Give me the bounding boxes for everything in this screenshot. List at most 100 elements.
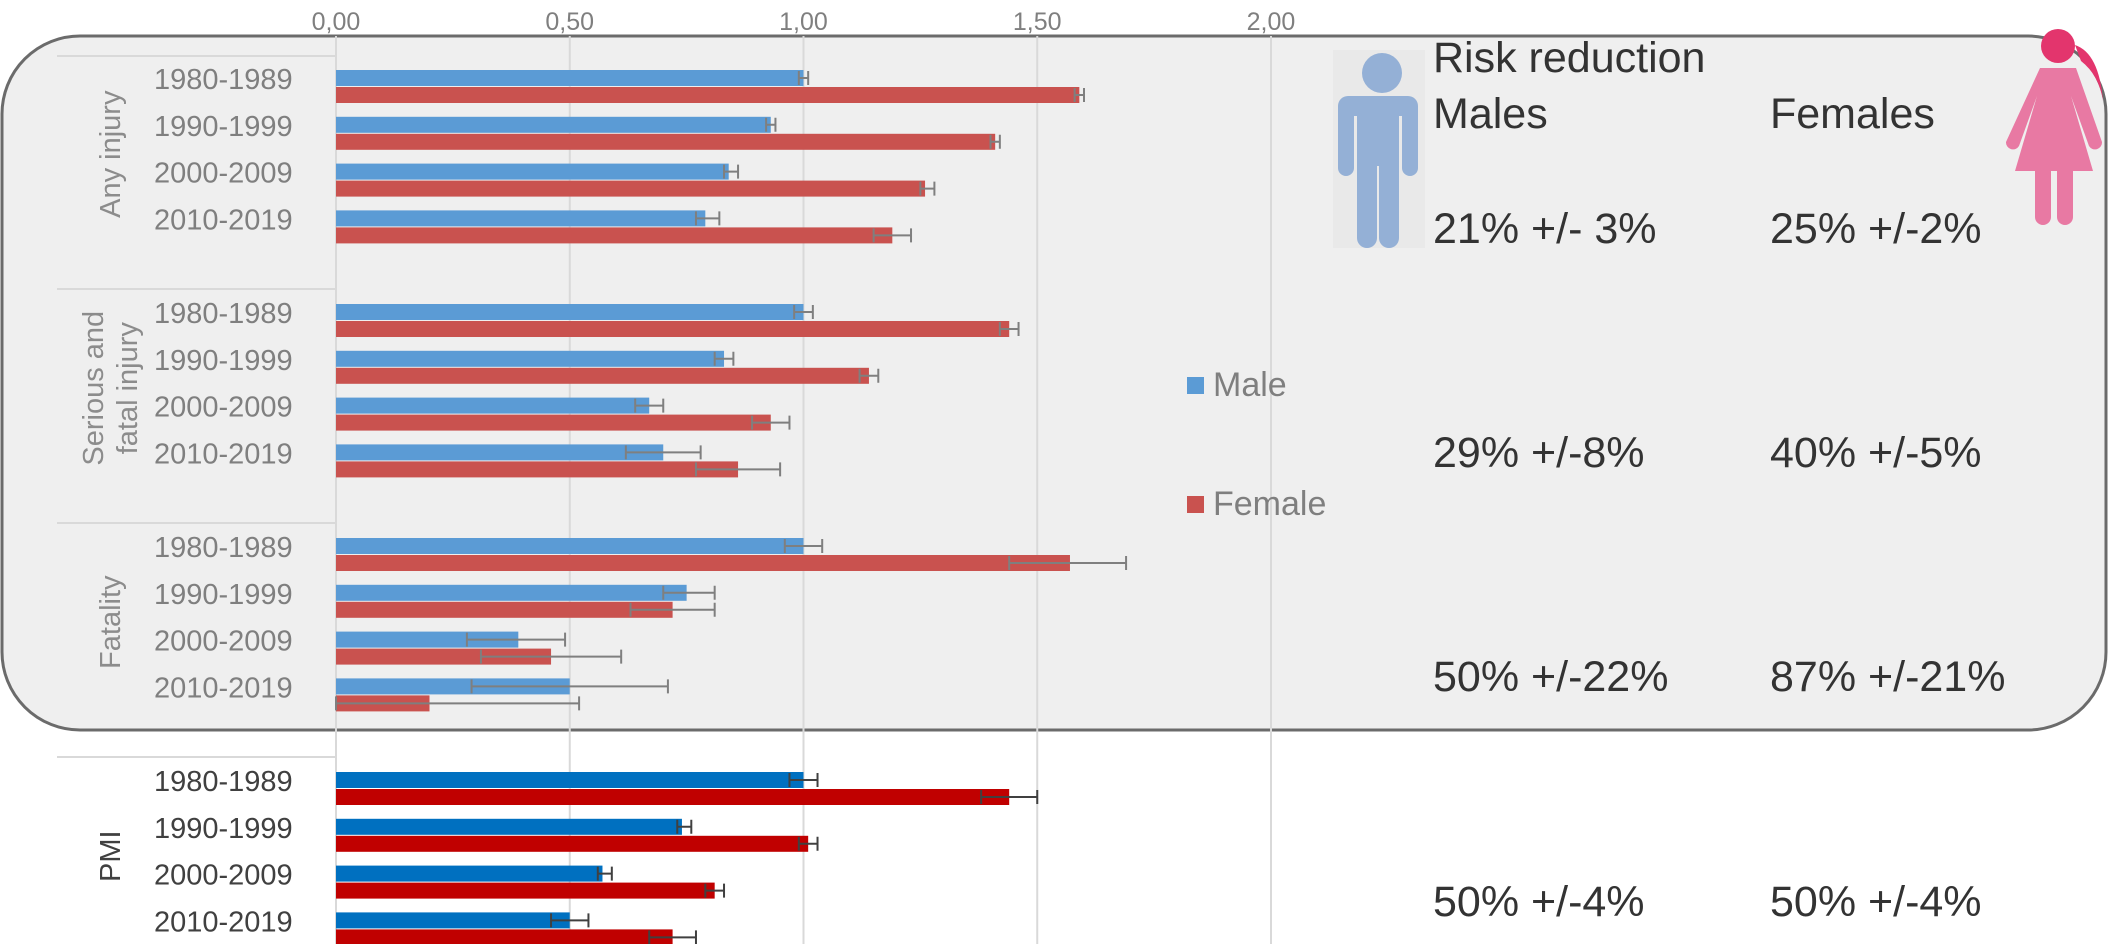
x-tick-label-0: 0,00 — [312, 8, 361, 36]
male-bar-0-3 — [336, 210, 706, 227]
category-label-1-2: 2000-2009 — [154, 392, 293, 424]
risk-fatality-female: 87% +/-21% — [1770, 653, 2005, 701]
male-bar-0-1 — [336, 116, 771, 133]
female-bar-0-1 — [336, 133, 996, 150]
female-error-bar-2-0 — [1008, 556, 1128, 570]
risk-panel-females-header: Females — [1770, 90, 1935, 138]
risk-any-injury-male: 21% +/- 3% — [1433, 205, 1656, 253]
female-error-bar-0-2 — [919, 181, 936, 196]
female-bar-1-2 — [336, 414, 771, 431]
legend: Male Female — [1187, 366, 1326, 523]
male-error-bar-2-1 — [662, 585, 716, 600]
female-error-bar-1-0 — [998, 322, 1020, 336]
risk-serious-female: 40% +/-5% — [1770, 429, 1982, 477]
female-bar-1-3 — [336, 461, 739, 478]
category-label-1-3: 2010-2019 — [154, 438, 293, 470]
female-error-bar-1-2 — [751, 415, 791, 430]
legend-male-label: Male — [1213, 366, 1287, 404]
male-bar-3-3 — [336, 912, 570, 929]
female-error-bar-0-0 — [1073, 88, 1085, 102]
female-bar-1-0 — [336, 321, 1010, 337]
male-bar-1-1 — [336, 350, 725, 367]
male-bar-2-2 — [336, 631, 519, 648]
female-error-bar-2-3 — [335, 696, 581, 711]
male-bar-2-0 — [336, 538, 804, 554]
category-label-3-0: 1980-1989 — [154, 766, 293, 798]
group-label-1-line-1: fatal injury — [112, 322, 144, 455]
category-label-1-0: 1980-1989 — [154, 298, 293, 330]
category-label-0-0: 1980-1989 — [154, 64, 293, 96]
legend-female-swatch — [1187, 496, 1204, 513]
risk-pmi-female: 50% +/-4% — [1770, 878, 1982, 926]
female-error-bar-3-2 — [704, 883, 726, 898]
male-error-bar-1-1 — [713, 351, 735, 366]
male-error-bar-0-0 — [797, 71, 810, 85]
male-figure-icon — [1333, 50, 1425, 248]
female-error-bar-3-1 — [797, 836, 819, 851]
male-error-bar-3-3 — [550, 913, 590, 928]
error-bars — [335, 71, 1128, 944]
male-error-bar-0-3 — [694, 211, 721, 226]
female-bar-2-2 — [336, 648, 552, 665]
category-label-0-2: 2000-2009 — [154, 158, 293, 190]
male-bar-1-0 — [336, 304, 804, 320]
risk-any-injury-female: 25% +/-2% — [1770, 205, 1982, 253]
risk-panel-males-header: Males — [1433, 90, 1548, 138]
male-bar-2-1 — [336, 584, 687, 601]
female-error-bar-0-3 — [872, 228, 913, 243]
female-error-bar-2-2 — [479, 649, 623, 664]
male-error-bar-0-1 — [765, 117, 777, 132]
male-error-bar-0-2 — [723, 164, 740, 179]
male-bar-2-3 — [336, 678, 570, 695]
x-tick-label-1: 0,50 — [545, 8, 594, 36]
female-bar-3-3 — [336, 929, 673, 944]
risk-serious-male: 29% +/-8% — [1433, 429, 1645, 477]
male-error-bar-3-0 — [788, 773, 819, 787]
category-label-2-2: 2000-2009 — [154, 626, 293, 658]
female-error-bar-3-3 — [648, 930, 697, 944]
group-label-2-line-0: Fatality — [95, 575, 127, 669]
female-bar-2-1 — [336, 601, 673, 618]
risk-reduction-panel: Risk reduction Males Females 21% +/- 3% … — [1433, 34, 2005, 926]
male-bar-3-1 — [336, 818, 682, 835]
group-label-3-line-0: PMI — [95, 830, 127, 882]
legend-female-label: Female — [1213, 485, 1326, 523]
category-label-1-1: 1990-1999 — [154, 345, 293, 377]
female-bar-2-0 — [336, 555, 1070, 571]
male-bar-3-0 — [336, 772, 804, 788]
female-error-bar-0-1 — [989, 134, 1001, 149]
category-label-0-1: 1990-1999 — [154, 111, 293, 143]
male-error-bar-2-2 — [465, 632, 567, 647]
risk-fatality-male: 50% +/-22% — [1433, 653, 1668, 701]
x-tick-label-2: 1,00 — [779, 8, 828, 36]
category-label-2-1: 1990-1999 — [154, 579, 293, 611]
female-bar-0-2 — [336, 180, 926, 197]
risk-pmi-male: 50% +/-4% — [1433, 878, 1645, 926]
male-error-bar-3-2 — [596, 866, 613, 881]
female-bar-0-0 — [336, 87, 1080, 103]
legend-male-swatch — [1187, 377, 1204, 394]
female-bar-3-2 — [336, 882, 715, 899]
category-label-2-3: 2010-2019 — [154, 672, 293, 704]
male-bar-0-2 — [336, 163, 729, 180]
male-error-bar-3-1 — [676, 819, 693, 834]
female-bar-0-3 — [336, 227, 893, 244]
risk-panel-title: Risk reduction — [1433, 34, 1705, 82]
female-error-bar-1-1 — [858, 368, 880, 383]
female-error-bar-2-1 — [629, 602, 716, 617]
bars — [336, 70, 1080, 944]
female-figure-icon — [2005, 29, 2103, 225]
category-label-3-1: 1990-1999 — [154, 813, 293, 845]
category-label-3-2: 2000-2009 — [154, 860, 293, 892]
male-error-bar-1-3 — [624, 445, 702, 460]
female-bar-3-1 — [336, 835, 809, 852]
x-tick-label-4: 2,00 — [1247, 8, 1296, 36]
female-bar-3-0 — [336, 789, 1010, 805]
male-error-bar-1-0 — [793, 305, 814, 319]
male-bar-0-0 — [336, 70, 804, 86]
male-error-bar-1-2 — [634, 398, 665, 413]
male-error-bar-2-3 — [470, 679, 669, 694]
category-label-0-3: 2010-2019 — [154, 204, 293, 236]
